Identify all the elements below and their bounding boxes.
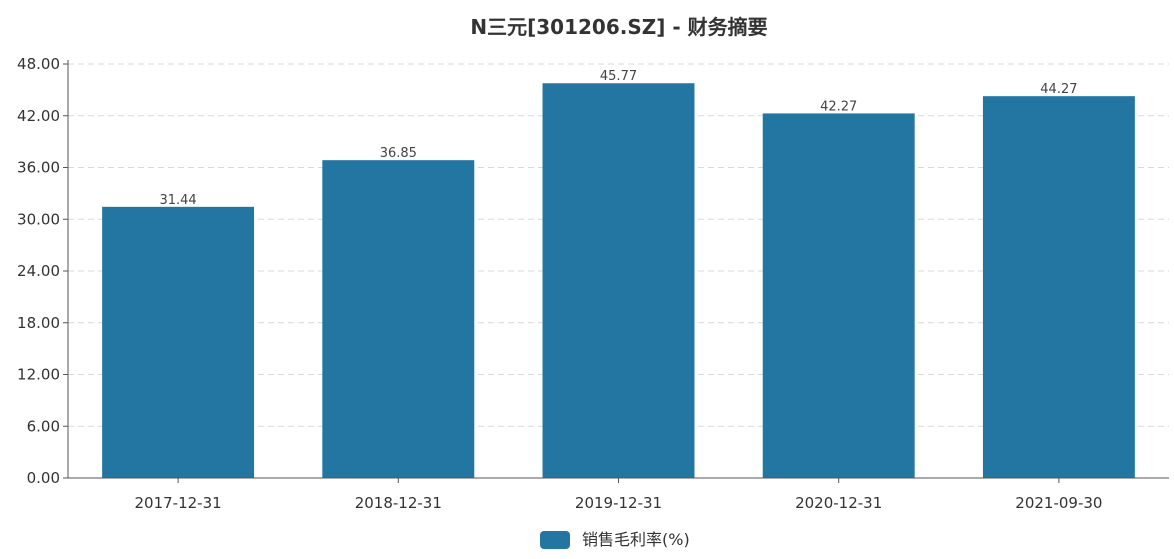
bar[interactable]: [762, 113, 915, 478]
bars: 31.44 36.85 45.77 42.27 44.27: [102, 69, 1135, 478]
y-tick-label: 48.00: [17, 55, 60, 73]
y-tick-label: 0.00: [27, 469, 60, 487]
y-tick-label: 24.00: [17, 262, 60, 280]
data-label: 36.85: [380, 146, 417, 161]
x-tick-label: 2019-12-31: [575, 494, 662, 512]
bar[interactable]: [982, 96, 1135, 478]
legend-label[interactable]: 销售毛利率(%): [582, 530, 690, 549]
data-label: 45.77: [600, 69, 637, 84]
x-tick-label: 2017-12-31: [135, 494, 222, 512]
y-tick-label: 30.00: [17, 210, 60, 228]
data-label: 44.27: [1040, 82, 1077, 97]
y-tick-label: 36.00: [17, 159, 60, 177]
axes: 0.00 6.00 12.00 18.00 24.00 30.00 36.00 42.00 48…: [17, 55, 1169, 512]
y-tick-label: 12.00: [17, 366, 60, 384]
bar[interactable]: [542, 83, 695, 478]
x-tick-label: 2018-12-31: [355, 494, 442, 512]
y-tick-label: 6.00: [27, 417, 60, 435]
x-tick-label: 2020-12-31: [795, 494, 882, 512]
legend[interactable]: 销售毛利率(%): [540, 530, 690, 549]
bar[interactable]: [102, 206, 255, 478]
chart-title: N三元[301206.SZ] - 财务摘要: [470, 15, 767, 39]
bar[interactable]: [322, 160, 475, 478]
y-tick-label: 18.00: [17, 314, 60, 332]
x-tick-label: 2021-09-30: [1015, 494, 1102, 512]
data-label: 42.27: [820, 99, 857, 114]
legend-swatch[interactable]: [540, 531, 570, 549]
data-label: 31.44: [159, 193, 196, 208]
y-tick-label: 42.00: [17, 107, 60, 125]
